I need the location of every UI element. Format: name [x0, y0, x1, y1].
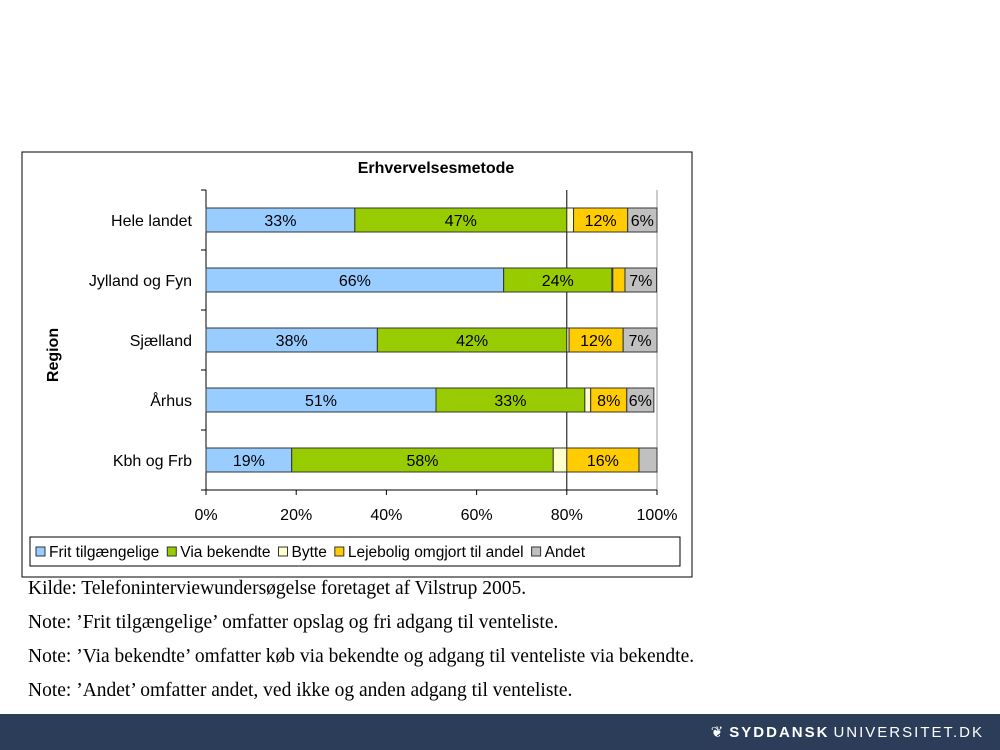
data-label: 33% [264, 213, 296, 230]
x-tick-label: 100% [637, 507, 678, 524]
x-tick-label: 0% [194, 507, 217, 524]
bar-segment [291, 447, 554, 473]
notes: Kilde: Telefoninterviewundersøgelse fore… [28, 572, 694, 708]
data-label: 6% [631, 213, 654, 230]
category-label: Århus [150, 391, 192, 410]
data-label: 12% [580, 333, 612, 350]
bar-segment [584, 387, 592, 413]
bar-segment [205, 387, 437, 413]
bar-segment [626, 387, 655, 413]
legend-entry: Lejebolig omgjort til andel [348, 544, 524, 561]
legend-entry: Bytte [292, 544, 327, 561]
bar-segment [624, 267, 658, 293]
category-label: Kbh og Frb [113, 453, 192, 470]
bar-segment [552, 447, 568, 473]
x-tick-label: 80% [551, 507, 583, 524]
legend-swatch [166, 546, 177, 557]
bar-segment [205, 267, 505, 293]
logo-light: UNIVERSITET.DK [833, 723, 984, 741]
legend-swatch [278, 546, 288, 557]
data-label: 6% [629, 393, 652, 410]
data-label: 7% [629, 333, 652, 350]
note-via: Note: ’Via bekendte’ omfatter køb via be… [28, 646, 695, 667]
legend-swatch [35, 546, 46, 557]
note-andet: Note: ’Andet’ omfatter andet, ved ikke o… [28, 680, 573, 701]
legend-swatch [531, 546, 542, 557]
data-label: 42% [456, 333, 488, 350]
legend-entry: Via bekendte [180, 544, 270, 561]
footer-bar: ❦ SYDDANSK UNIVERSITET.DK [0, 714, 1000, 750]
data-label: 38% [276, 333, 308, 350]
data-label: 66% [339, 273, 371, 290]
data-label: 16% [587, 453, 619, 470]
data-label: 8% [597, 393, 620, 410]
stacked-bar-chart: Erhvervelsesmetode Region 0% 20% 40% 60% 80%… [21, 151, 693, 578]
bar-segment [568, 327, 624, 353]
source-note: Kilde: Telefoninterviewundersøgelse fore… [28, 578, 527, 599]
bar-segment [627, 207, 658, 233]
legend [29, 536, 681, 567]
bar-segment [622, 327, 658, 353]
bar-segment [205, 327, 378, 353]
leaf-icon: ❦ [710, 724, 726, 741]
bar-segment [612, 267, 626, 293]
x-tick-label: 40% [370, 507, 402, 524]
data-label: 19% [233, 453, 265, 470]
data-label: 12% [585, 213, 617, 230]
bar-segment [435, 387, 586, 413]
university-logo: ❦ SYDDANSK UNIVERSITET.DK [710, 723, 984, 742]
x-tick-label: 60% [461, 507, 493, 524]
legend-entry: Andet [545, 544, 586, 561]
y-axis-label: Region [45, 328, 62, 382]
data-label: 51% [305, 393, 337, 410]
legend-entry: Frit tilgængelige [49, 544, 159, 561]
note-frit: Note: ’Frit tilgængelige’ omfatter opsla… [28, 612, 559, 633]
chart-title: Erhvervelsesmetode [358, 160, 515, 177]
data-label: 33% [494, 393, 526, 410]
data-label: 58% [406, 453, 438, 470]
legend-swatch [334, 546, 345, 557]
bar-segment [376, 327, 568, 353]
category-label: Hele landet [111, 213, 193, 230]
data-label: 7% [629, 273, 652, 290]
x-tick-label: 20% [280, 507, 312, 524]
bar-segment [566, 207, 575, 233]
bar-segment [566, 447, 640, 473]
bar-segment [573, 207, 629, 233]
data-label: 24% [542, 273, 574, 290]
data-label: 47% [445, 213, 477, 230]
category-label: Sjælland [130, 333, 192, 350]
bar-segment [638, 447, 658, 473]
category-label: Jylland og Fyn [89, 273, 192, 290]
bar-segment [205, 447, 293, 473]
logo-bold: SYDDANSK [729, 723, 830, 741]
bar-segment [503, 267, 613, 293]
